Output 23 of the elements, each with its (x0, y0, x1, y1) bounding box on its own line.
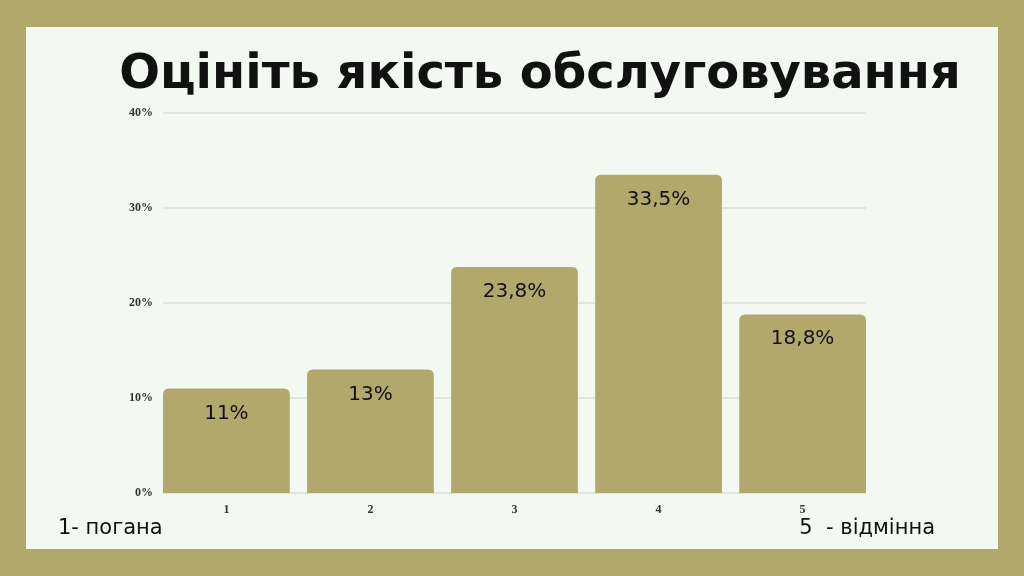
x-tick-label: 2 (367, 502, 374, 516)
x-tick-label: 5 (799, 502, 806, 516)
bar (595, 174, 722, 493)
data-label: 13% (348, 380, 393, 405)
text: 5 - відмінна (799, 515, 935, 539)
bar (451, 266, 578, 493)
data-label: 18,8% (770, 325, 835, 350)
data-label: 11% (204, 399, 249, 424)
data-label: 23,8% (482, 277, 547, 302)
data-label: 33,5% (626, 185, 691, 210)
bar (739, 314, 866, 493)
x-tick-label: 3 (511, 502, 518, 516)
y-tick-label: 0% (135, 484, 153, 499)
y-tick-label: 10% (129, 389, 153, 404)
y-tick-label: 30% (129, 199, 153, 214)
chart-title: Оцініть якість обслуговування (119, 43, 961, 99)
y-tick-label: 40% (129, 104, 153, 119)
bar (307, 369, 434, 493)
y-tick-label: 20% (129, 294, 153, 309)
x-tick-label: 4 (655, 502, 662, 516)
bar (163, 388, 290, 493)
x-tick-label: 1 (223, 502, 230, 516)
text: 1- погана (58, 515, 163, 539)
